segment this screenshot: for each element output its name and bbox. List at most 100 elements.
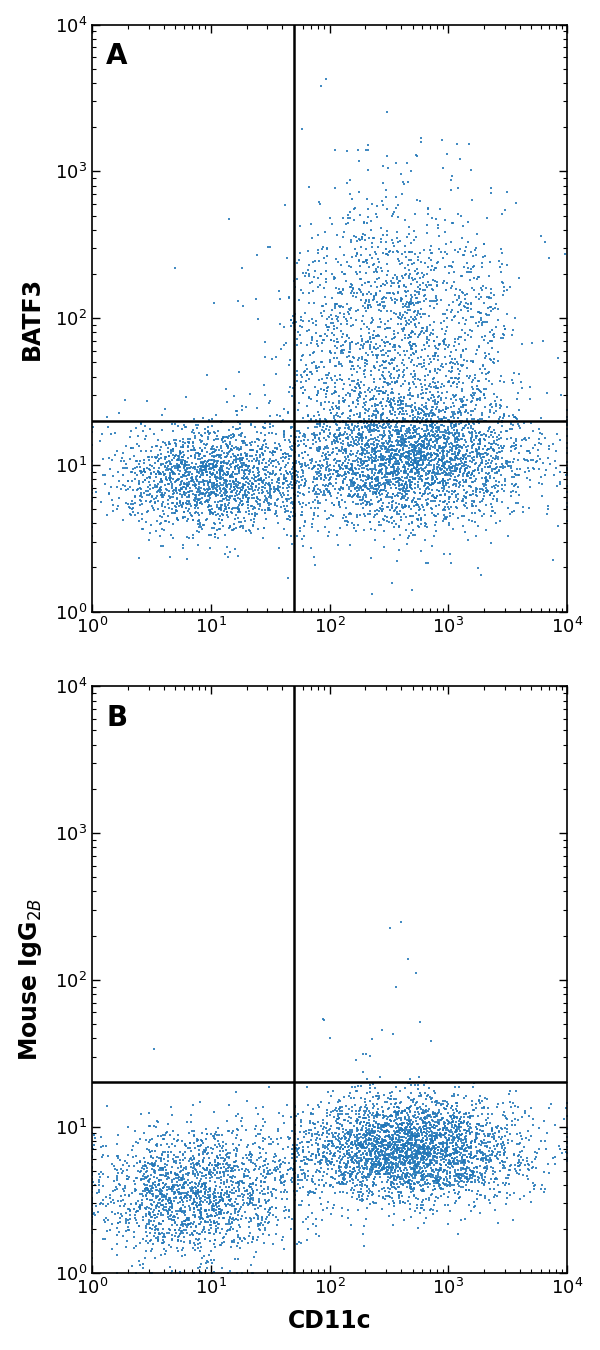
Point [352,1148,362,1169]
Point [161,1199,171,1220]
Point [413,471,423,493]
Point [471,1137,481,1158]
Point [214,1192,224,1214]
Point [238,1115,247,1137]
Point [205,450,214,471]
Point [300,510,310,532]
Point [409,1126,419,1147]
Point [145,1204,155,1226]
Point [372,207,382,228]
Point [212,478,221,500]
Point [508,414,518,436]
Point [407,478,416,500]
Point [454,1150,463,1172]
Point [189,456,199,478]
Point [457,410,467,432]
Point [319,296,328,317]
Point [345,1157,355,1179]
Point [450,467,460,489]
Point [389,348,398,370]
Point [477,1164,487,1185]
Point [130,491,140,513]
Point [181,482,191,504]
Point [400,1165,410,1187]
Point [193,1180,203,1202]
Point [362,435,372,456]
Point [472,1161,481,1183]
Point [454,288,463,309]
Point [401,518,410,540]
Point [136,1103,146,1125]
Point [287,1157,296,1179]
Point [452,1119,461,1141]
Point [128,458,137,479]
Point [404,437,414,459]
Point [164,1222,173,1243]
Point [420,1112,430,1134]
Point [382,1122,391,1143]
Point [419,401,429,423]
Point [191,487,200,509]
Point [245,1168,255,1189]
Point [323,238,332,259]
Point [454,328,463,350]
Point [397,911,406,933]
Point [330,478,340,500]
Point [362,1098,372,1119]
Point [188,483,198,505]
Point [392,1112,402,1134]
Point [274,433,284,455]
Point [170,495,179,517]
Point [131,1179,140,1200]
Point [446,1143,456,1165]
Point [139,1207,148,1228]
Point [294,1193,304,1215]
Point [110,423,120,444]
Point [477,450,487,471]
Point [394,394,403,416]
Point [436,387,446,409]
Point [437,319,447,340]
Point [337,369,347,390]
Point [209,1200,218,1222]
Point [240,1181,250,1203]
Point [421,289,431,310]
Point [223,1202,232,1223]
Point [374,482,384,504]
Point [263,482,273,504]
Point [123,1216,133,1238]
Point [388,402,397,424]
Point [358,489,368,510]
Point [364,1138,373,1160]
Point [208,1206,217,1227]
Point [370,450,380,471]
Point [425,382,434,404]
Point [378,377,388,398]
Point [151,1185,161,1207]
Point [382,101,391,123]
Point [452,134,462,155]
Point [427,1030,436,1052]
Point [408,1180,418,1202]
Point [324,1131,334,1153]
Point [185,1149,194,1170]
Point [413,325,423,347]
Point [168,526,178,548]
Point [154,1158,164,1180]
Point [272,495,282,517]
Point [368,254,377,275]
Point [209,429,218,451]
Point [396,1153,406,1174]
Point [433,252,442,274]
Point [454,240,463,262]
Point [317,1181,326,1203]
Point [427,497,436,518]
Point [407,1142,416,1164]
Point [170,429,179,451]
Point [398,267,407,289]
Point [338,387,347,409]
Point [132,464,142,486]
Point [470,367,480,389]
Point [87,1210,97,1231]
Point [305,1180,315,1202]
